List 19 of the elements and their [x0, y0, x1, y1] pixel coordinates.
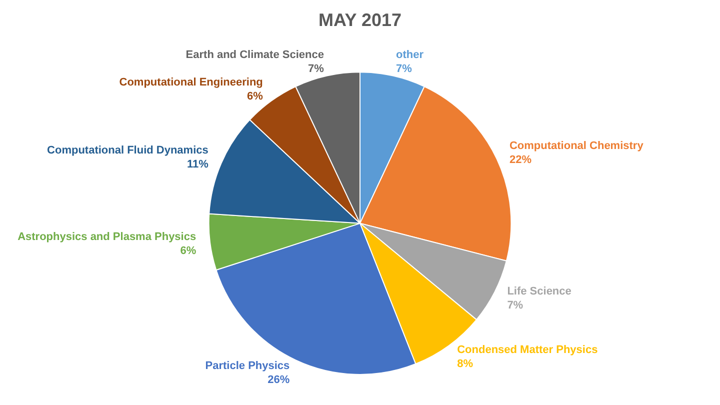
slice-label: Astrophysics and Plasma Physics	[18, 231, 196, 244]
data-label: 7%	[507, 299, 524, 312]
slice-label: Particle Physics	[205, 360, 290, 372]
data-label: 8%	[457, 358, 474, 370]
data-label: 7%	[396, 63, 412, 76]
data-label: 6%	[180, 245, 196, 258]
data-label: 22%	[509, 154, 532, 166]
slice-label: other	[396, 49, 424, 62]
slice-label: Computational Engineering	[119, 76, 263, 89]
slice-label: Condensed Matter Physics	[457, 344, 598, 356]
chart-title: MAY 2017	[318, 10, 402, 30]
data-label: 7%	[308, 63, 324, 76]
data-label: 11%	[186, 158, 209, 171]
data-label: 6%	[246, 90, 264, 103]
slice-label: Earth and Climate Science	[186, 49, 324, 62]
slice-label: Life Science	[507, 285, 572, 298]
data-label: 26%	[268, 374, 290, 386]
slice-label: Computational Fluid Dynamics	[47, 144, 208, 157]
slice-label: Computational Chemistry	[509, 140, 644, 152]
